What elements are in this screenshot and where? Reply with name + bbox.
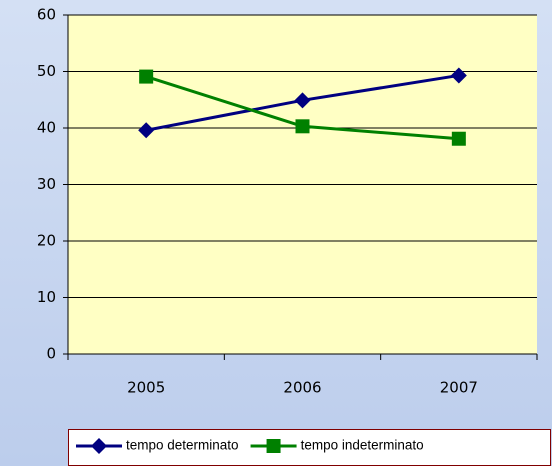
legend-label: tempo indeterminato: [301, 438, 424, 453]
y-tick-label: 60: [37, 6, 56, 24]
x-tick-label: 2005: [127, 379, 165, 397]
y-tick-label: 0: [46, 345, 56, 363]
data-point: [451, 131, 466, 146]
data-point: [295, 119, 310, 134]
data-point: [294, 92, 311, 109]
data-point: [138, 122, 155, 139]
y-tick-label: 20: [37, 232, 56, 250]
data-point: [139, 69, 154, 84]
y-tick-label: 50: [37, 62, 56, 80]
legend-box: [68, 429, 551, 466]
legend-marker: [91, 438, 107, 454]
y-tick-label: 40: [37, 119, 56, 137]
y-tick-label: 30: [37, 175, 56, 193]
data-point: [450, 67, 467, 84]
y-tick-label: 10: [37, 288, 56, 306]
legend-label: tempo determinato: [126, 438, 239, 453]
legend-marker: [266, 439, 281, 453]
x-tick-label: 2007: [440, 379, 478, 397]
x-tick-label: 2006: [283, 379, 321, 397]
